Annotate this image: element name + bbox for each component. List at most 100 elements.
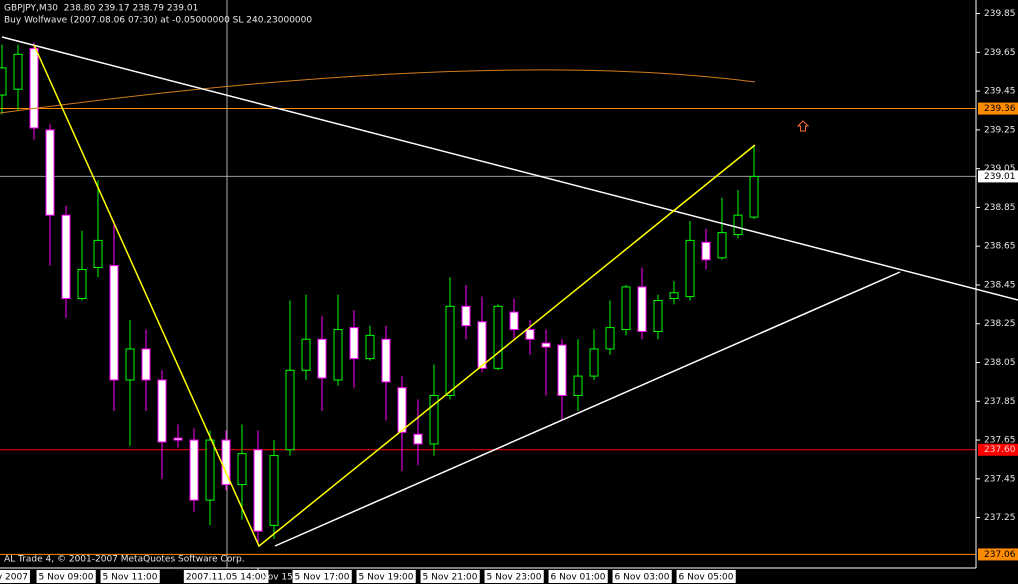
candle-body <box>349 327 359 360</box>
candle-body <box>109 265 119 381</box>
crosshair-time-box <box>356 570 416 583</box>
candle-body <box>125 348 135 381</box>
crosshair-time-box <box>0 570 30 583</box>
candle-body <box>509 311 519 331</box>
crosshair-time-box <box>183 570 269 583</box>
level-label: 239.36 <box>984 104 1016 114</box>
trend-line <box>1 36 1018 301</box>
crosshair-time-label: 5 Nov 09:00 <box>39 573 94 583</box>
crosshair-time-label: 5 Nov 19:00 <box>359 573 414 583</box>
crosshair-time-box <box>292 570 352 583</box>
candle-body <box>45 129 55 216</box>
candle-body <box>541 342 551 348</box>
candle-body <box>413 433 423 445</box>
y-tick-label: 238.25 <box>984 319 1016 329</box>
y-tick-label: 238.05 <box>984 358 1016 368</box>
candle-body <box>653 299 663 332</box>
buy-arrow <box>796 120 810 132</box>
trend-line <box>274 271 901 547</box>
crosshair-time-label: 6 Nov 03:00 <box>615 573 670 583</box>
crosshair-time-label: 2007.11.05 14:00 <box>186 573 267 583</box>
crosshair-time-box <box>484 570 544 583</box>
crosshair-time-box <box>676 570 736 583</box>
crosshair-time-label: 5 Nov 23:00 <box>487 573 542 583</box>
candle-body <box>13 53 23 90</box>
candle-body <box>605 327 615 350</box>
candle-body <box>589 348 599 377</box>
y-tick-label: 238.65 <box>984 242 1016 252</box>
crosshair-time-box <box>612 570 672 583</box>
candle-body <box>93 239 103 269</box>
crosshair-time-label: 5 Nov 17:00 <box>295 573 350 583</box>
crosshair-time-label: 6 Nov 01:00 <box>551 573 606 583</box>
orange-curve <box>0 69 756 114</box>
candle-body <box>429 394 439 445</box>
candle-body <box>493 305 503 369</box>
candle-body <box>573 375 583 396</box>
candle-body <box>685 239 695 298</box>
candle-body <box>557 344 567 396</box>
candle-body <box>141 348 151 381</box>
wolfwave-drawings <box>0 36 1018 548</box>
crosshair-time-box <box>100 570 160 583</box>
crosshair-time-label: 6 Nov 05:00 <box>679 573 734 583</box>
y-tick-label: 239.05 <box>984 164 1016 174</box>
level-label-box <box>978 548 1018 561</box>
candle-body <box>717 232 727 259</box>
candle-body <box>61 214 71 300</box>
y-tick-label: 238.85 <box>984 203 1016 213</box>
y-tick-label: 237.25 <box>984 513 1016 523</box>
candle-body <box>669 292 679 300</box>
y-tick-label: 239.65 <box>984 48 1016 58</box>
crosshair-time-label: 5 Nov 2007 <box>0 573 28 583</box>
crosshair-time-box <box>420 570 480 583</box>
level-label-box <box>978 443 1018 456</box>
y-tick-label: 237.65 <box>984 436 1016 446</box>
candle-body <box>445 305 455 396</box>
candle-body <box>253 449 263 532</box>
level-label: 237.60 <box>984 445 1016 455</box>
candle-body <box>637 286 647 332</box>
y-tick-label: 238.45 <box>984 280 1016 290</box>
candle-body <box>301 338 311 371</box>
level-label-box <box>978 102 1018 115</box>
candle-body <box>189 439 199 501</box>
footer: AL Trade 4, © 2001-2007 MetaQuotes Softw… <box>4 555 245 565</box>
crosshair-time-box <box>36 570 96 583</box>
candle-body <box>269 455 279 526</box>
candle-body <box>733 214 743 236</box>
level-label: 239.01 <box>984 172 1016 182</box>
level-label: 237.06 <box>984 550 1016 560</box>
y-tick-label: 239.45 <box>984 87 1016 97</box>
candle-body <box>701 241 711 261</box>
crosshair-time-label: 5 Nov 11:00 <box>103 573 158 583</box>
candle-body <box>461 305 471 327</box>
candle-body <box>477 321 487 369</box>
candle-body <box>157 379 167 443</box>
level-lines <box>0 108 976 555</box>
x-tick-label: Nov 15:00 <box>261 573 308 583</box>
candle-body <box>397 387 407 433</box>
candle-body <box>621 286 631 331</box>
candle-body <box>381 338 391 383</box>
candle-body <box>333 329 343 381</box>
candle-body <box>365 334 375 360</box>
crosshair-time-label: 5 Nov 21:00 <box>423 573 478 583</box>
wave-line <box>33 44 756 548</box>
candle-body <box>77 268 87 300</box>
y-tick-label: 237.45 <box>984 474 1016 484</box>
ticks: 239.85 239.65 239.45 239.25 239.05 238.85 238.… <box>0 9 1018 583</box>
candle-body <box>0 67 7 96</box>
y-tick-label: 239.85 <box>984 9 1016 19</box>
crosshair-time-box <box>548 570 608 583</box>
candle-body <box>29 47 39 129</box>
candle-body <box>317 338 327 379</box>
y-tick-label: 237.85 <box>984 397 1016 407</box>
candles <box>0 42 759 545</box>
candle-body <box>285 369 295 451</box>
y-tick-label: 239.25 <box>984 125 1016 135</box>
candle-body <box>525 329 535 340</box>
candle-body <box>205 439 215 501</box>
